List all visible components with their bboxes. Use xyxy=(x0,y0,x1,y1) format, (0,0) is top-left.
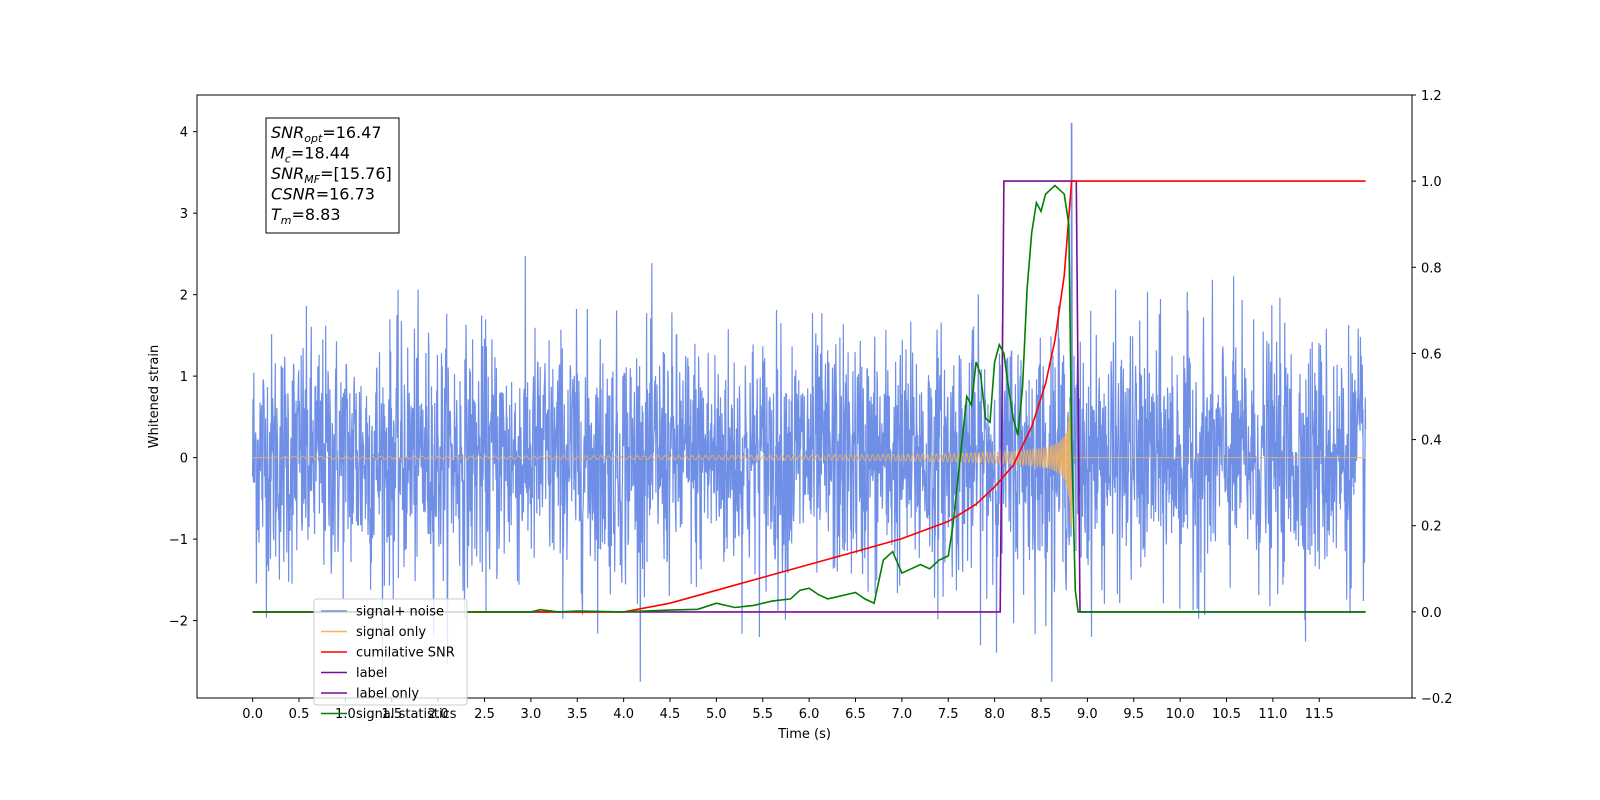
x-tick-label: 11.0 xyxy=(1258,707,1287,722)
y2-tick-label: 1.2 xyxy=(1421,89,1442,104)
x-tick-label: 6.0 xyxy=(799,707,820,722)
y-tick-label: −1 xyxy=(169,533,188,548)
x-axis-label: Time (s) xyxy=(777,727,831,742)
y2-tick-label: 1.0 xyxy=(1421,175,1442,190)
x-tick-label: 4.0 xyxy=(613,707,634,722)
y-tick-label: 2 xyxy=(180,289,188,304)
legend-entry: signal statistics xyxy=(356,707,457,722)
y-tick-label: 1 xyxy=(180,370,188,385)
stats-annotation: SNRopt=16.47Mc=18.44SNRMF=[15.76]CSNR=16… xyxy=(265,117,400,234)
x-tick-label: 5.5 xyxy=(752,707,773,722)
y-tick-label: −2 xyxy=(169,615,188,630)
legend-entry: label xyxy=(356,666,387,681)
legend-entry: signal only xyxy=(356,625,426,640)
y-axis-label: Whitened strain xyxy=(147,345,162,448)
x-tick-label: 3.0 xyxy=(521,707,542,722)
y2-tick-label: 0.8 xyxy=(1421,261,1442,276)
legend-box xyxy=(313,598,468,706)
x-tick-label: 11.5 xyxy=(1305,707,1334,722)
stats-line: CSNR=16.73 xyxy=(271,185,375,204)
stats-line: SNRMF=[15.76] xyxy=(271,164,392,186)
series-signal-noise xyxy=(252,122,1367,682)
series-layer xyxy=(252,122,1367,682)
y2-tick-label: 0.6 xyxy=(1421,347,1442,362)
x-tick-label: 0.5 xyxy=(289,707,310,722)
series-cumulative-snr xyxy=(252,180,1366,613)
series-signal-statistics xyxy=(252,184,1366,613)
x-tick-label: 10.0 xyxy=(1166,707,1195,722)
y-axis-left: −2 −1 0 1 2 3 4 xyxy=(169,126,197,630)
y-tick-label: 4 xyxy=(180,126,188,141)
x-tick-label: 7.5 xyxy=(938,707,959,722)
x-tick-label: 9.0 xyxy=(1077,707,1098,722)
stats-line: Mc=18.44 xyxy=(271,144,350,166)
y-tick-label: 0 xyxy=(180,452,188,467)
x-tick-label: 9.5 xyxy=(1123,707,1144,722)
legend-entry: cumilative SNR xyxy=(356,646,455,661)
x-tick-label: 1.5 xyxy=(381,707,402,722)
x-tick-label: 5.0 xyxy=(706,707,727,722)
x-tick-label: 8.5 xyxy=(1031,707,1052,722)
legend-entry: signal+ noise xyxy=(356,605,444,620)
x-tick-label: 3.5 xyxy=(567,707,588,722)
legend: signal+ noise signal only cumilative SNR la… xyxy=(313,598,468,722)
x-tick-label: 2.5 xyxy=(474,707,495,722)
y2-tick-label: −0.2 xyxy=(1421,692,1453,707)
x-axis: 0.0 0.5 1.0 1.5 2.0 2.5 3.0 3.5 4.0 4.5 5.0 5.5 6.0 6… xyxy=(242,698,1334,722)
plot-frame xyxy=(196,94,1413,699)
x-tick-label: 2.0 xyxy=(428,707,449,722)
series-signal-only xyxy=(252,400,1366,527)
x-tick-label: 0.0 xyxy=(242,707,263,722)
y2-tick-label: 0.0 xyxy=(1421,606,1442,621)
x-tick-label: 7.0 xyxy=(892,707,913,722)
legend-entry: label only xyxy=(356,687,419,702)
x-tick-label: 10.5 xyxy=(1212,707,1241,722)
y2-tick-label: 0.4 xyxy=(1421,434,1442,449)
y2-tick-label: 0.2 xyxy=(1421,520,1442,535)
y-axis-right: −0.2 0.0 0.2 0.4 0.6 0.8 1.0 1.2 xyxy=(1412,89,1453,707)
stats-box xyxy=(265,117,400,234)
stats-line: Tm=8.83 xyxy=(271,205,341,227)
x-tick-label: 6.5 xyxy=(845,707,866,722)
x-tick-label: 1.0 xyxy=(335,707,356,722)
x-tick-label: 4.5 xyxy=(660,707,681,722)
x-tick-label: 8.0 xyxy=(984,707,1005,722)
stats-line: SNRopt=16.47 xyxy=(271,123,382,145)
y-tick-label: 3 xyxy=(180,207,188,222)
